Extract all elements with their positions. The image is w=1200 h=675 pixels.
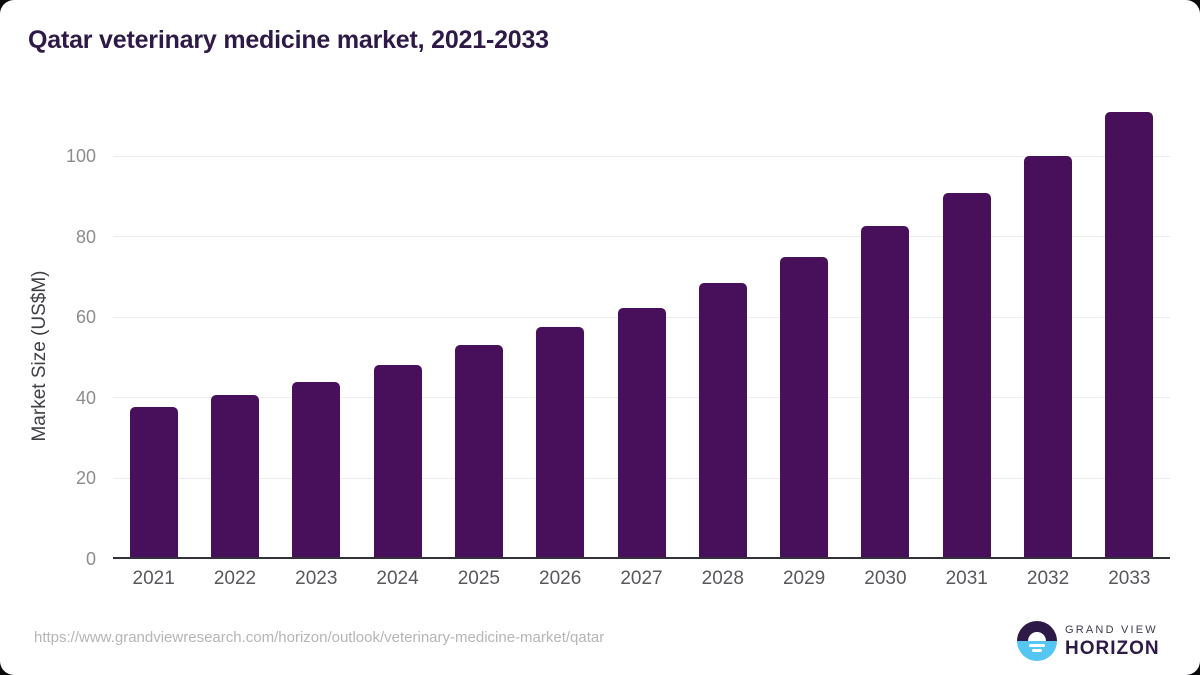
x-tick-label-2021: 2021	[132, 568, 175, 589]
sun-shape	[1028, 632, 1046, 641]
y-tick-label-20: 20	[75, 468, 96, 489]
y-tick-label-100: 100	[65, 146, 96, 166]
grand-view-horizon-logo: GRAND VIEW HORIZON	[1017, 621, 1172, 661]
x-tick-label-2030: 2030	[864, 568, 907, 589]
bar-2026	[536, 327, 585, 559]
bar-2033	[1105, 112, 1154, 559]
x-tick-label-2023: 2023	[295, 568, 338, 589]
x-tick-label-2027: 2027	[620, 568, 663, 589]
y-tick-label-80: 80	[75, 226, 96, 247]
logo-product-name: HORIZON	[1065, 638, 1160, 659]
bar-2031	[942, 193, 991, 559]
x-axis-line	[113, 557, 1170, 559]
logo-brand-name: GRAND VIEW	[1065, 624, 1158, 636]
x-tick-label-2025: 2025	[457, 568, 501, 589]
x-tick-label-2032: 2032	[1026, 568, 1070, 589]
reflection-line-2	[1032, 649, 1042, 652]
x-tick-label-2022: 2022	[213, 568, 257, 589]
source-url: https://www.grandviewresearch.com/horizo…	[34, 629, 605, 646]
y-tick-label-40: 40	[75, 387, 96, 408]
x-tick-label-2024: 2024	[376, 568, 419, 589]
chart-title: Qatar veterinary medicine market, 2021-2…	[28, 26, 549, 54]
gridline-80	[113, 236, 1170, 238]
horizon-sun-icon	[1017, 621, 1057, 661]
bar-2030	[861, 226, 910, 559]
x-tick-label-2031: 2031	[945, 568, 988, 589]
gridline-100	[113, 155, 1170, 157]
x-tick-label-2028: 2028	[701, 568, 744, 589]
bar-2029	[780, 257, 829, 559]
reflection-line-1	[1029, 644, 1045, 647]
bar-2025	[454, 345, 503, 559]
y-tick-label-60: 60	[75, 307, 96, 328]
y-tick-label-0: 0	[85, 549, 96, 569]
bar-2024	[373, 365, 422, 559]
logo-text: GRAND VIEW HORIZON	[1065, 624, 1160, 660]
bar-2021	[129, 407, 178, 559]
bar-2023	[292, 382, 341, 559]
x-tick-label-2029: 2029	[782, 568, 826, 589]
x-tick-label-2033: 2033	[1108, 568, 1151, 589]
bar-2022	[210, 395, 259, 559]
bar-2028	[698, 283, 747, 559]
bar-2027	[617, 308, 666, 559]
bar-2032	[1024, 156, 1073, 559]
x-tick-label-2026: 2026	[539, 568, 582, 589]
